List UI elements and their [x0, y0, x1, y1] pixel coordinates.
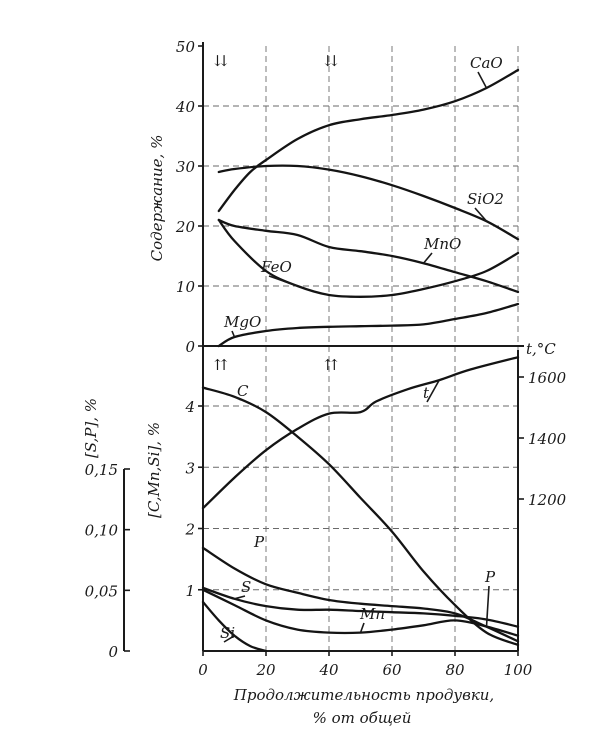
top-y-tick-label: 40	[175, 98, 196, 116]
top-y-tick-label: 10	[176, 278, 196, 296]
sp-tick-label: 0,15	[85, 461, 118, 479]
x-axis-title-line-1: Продолжительность продувки,	[233, 686, 494, 704]
curve-label-t: t	[423, 384, 430, 402]
bottom-marker-arrows: ⇈	[324, 356, 338, 374]
leader-line-t	[426, 379, 440, 403]
top-y-tick-label: 30	[176, 158, 196, 176]
curve-t	[201, 356, 520, 510]
curve-label-feo: FeO	[260, 258, 292, 276]
top-y-tick-label: 50	[176, 38, 196, 56]
temperature-axis-title: t,°C	[526, 340, 556, 358]
x-tick-label: 60	[382, 661, 402, 679]
x-tick-label: 20	[255, 661, 276, 679]
top-y-axis-title: Содержание, %	[148, 135, 166, 262]
leader-line-cao	[477, 71, 488, 89]
leader-line-mno	[422, 252, 433, 264]
cmnsi-tick-label: 4	[184, 398, 195, 416]
temperature-tick-label: 1600	[528, 369, 567, 387]
x-tick-label: 0	[198, 661, 208, 679]
curve-label-p: P	[484, 568, 496, 586]
curve-label-s: S	[241, 578, 251, 596]
leader-line-sio2	[474, 207, 488, 222]
curve-layer	[201, 68, 520, 653]
sp-axis-title: [S,P], %	[82, 398, 100, 458]
top-marker-arrows: ⇊	[213, 52, 227, 70]
leader-line-c	[234, 396, 242, 401]
top-marker-arrows: ⇊	[324, 52, 338, 70]
bottom-marker-arrows: ⇈	[213, 356, 227, 374]
curve-label-c: C	[237, 382, 249, 400]
curve-mgo	[217, 302, 520, 348]
curve-label-mgo: MgO	[223, 313, 261, 331]
curve-label-cao: CaO	[470, 54, 503, 72]
x-tick-label: 100	[504, 661, 533, 679]
curve-feo	[217, 218, 520, 298]
curve-sio2	[217, 164, 520, 241]
x-tick-label: 80	[445, 661, 465, 679]
leader-line-p	[485, 585, 490, 627]
sp-tick-label: 0	[108, 643, 118, 661]
temperature-tick-label: 1400	[528, 430, 567, 448]
sp-tick-label: 0,10	[85, 522, 119, 540]
curve-label-p-start: P	[253, 533, 265, 551]
x-tick-label: 40	[318, 661, 339, 679]
sp-tick-label: 0,05	[85, 582, 118, 600]
curve-s	[201, 586, 520, 628]
curve-mno	[217, 218, 520, 294]
leader-line-si	[223, 635, 235, 643]
top-y-tick-label: 0	[185, 338, 195, 356]
curve-label-sio2: SiO2	[467, 190, 504, 208]
temperature-tick-label: 1200	[528, 491, 567, 509]
cmnsi-axis-title: [C,Mn,Si], %	[145, 422, 163, 518]
curve-cao	[217, 68, 520, 213]
leader-line-s	[234, 595, 246, 600]
leader-line-mn	[359, 622, 365, 633]
leader-line-feo	[268, 275, 298, 287]
curve-label-si: Si	[220, 624, 235, 642]
top-y-tick-label: 20	[175, 218, 196, 236]
cmnsi-tick-label: 1	[185, 582, 195, 600]
axes-layer	[123, 42, 524, 656]
cmnsi-tick-label: 3	[185, 459, 195, 477]
x-axis-title-line-2: % от общей	[313, 709, 412, 727]
leader-line-mgo	[231, 330, 236, 338]
grid-layer	[203, 46, 519, 651]
curve-c	[201, 386, 520, 647]
curve-label-mno: MnO	[423, 235, 461, 253]
cmnsi-tick-label: 2	[184, 521, 195, 539]
label-layer: 01020304050123400,050,100,15120014001600…	[85, 38, 567, 679]
curve-label-mn: Mn	[359, 605, 385, 623]
